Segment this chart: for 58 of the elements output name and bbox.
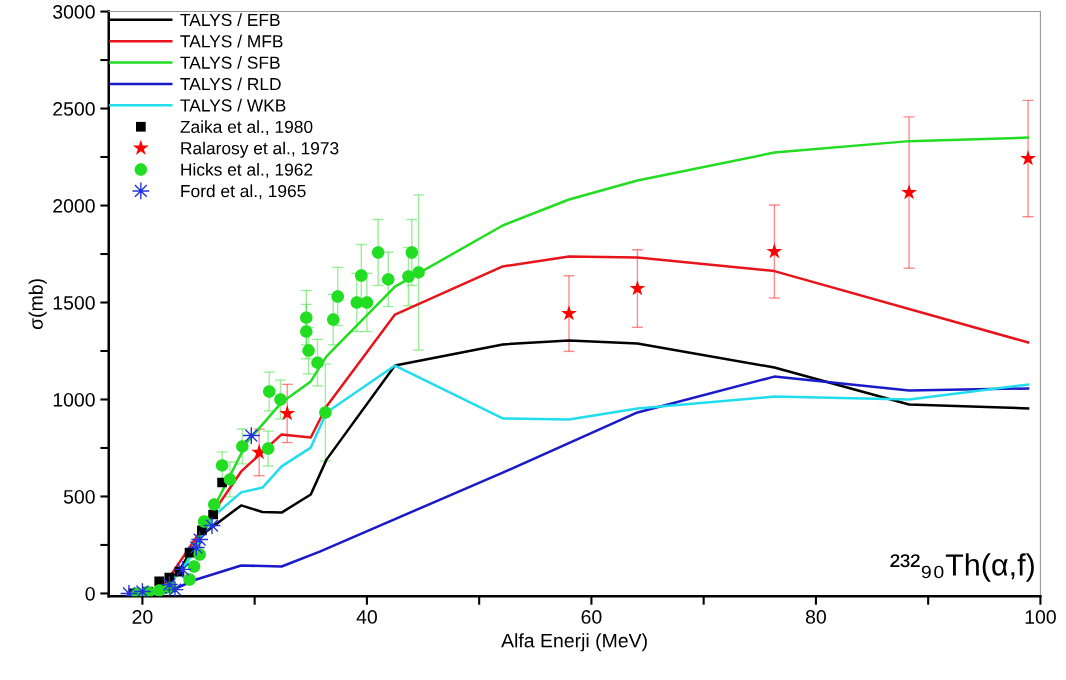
point — [355, 269, 368, 282]
x-tick-label: 20 — [132, 610, 153, 624]
legend-label: TALYS / SFB — [180, 56, 280, 69]
point — [300, 325, 313, 338]
point — [326, 313, 340, 326]
point — [279, 405, 296, 421]
y-tick-label: 500 — [63, 489, 95, 504]
point — [405, 246, 419, 259]
legend-label: TALYS / WKB — [180, 98, 286, 112]
x-tick-label: 100 — [1025, 610, 1056, 624]
legend-label: Zaika et al., 1980 — [180, 120, 313, 136]
point — [152, 584, 166, 597]
point — [274, 393, 287, 406]
annotation: ²³²₉₀Th(α,f) — [890, 553, 1034, 582]
point — [223, 473, 237, 486]
point — [901, 184, 918, 200]
point — [412, 266, 425, 279]
point — [1020, 150, 1036, 166]
point — [381, 273, 395, 286]
y-tick-label: 3000 — [53, 5, 95, 19]
point — [371, 246, 385, 259]
point — [202, 516, 222, 535]
point — [300, 311, 313, 324]
x-tick-label: 40 — [356, 610, 377, 624]
y-tick-label: 2500 — [53, 102, 95, 116]
y-tick-label: 1000 — [53, 392, 95, 407]
point — [187, 560, 201, 573]
point — [766, 243, 783, 259]
x-tick-label: 80 — [805, 610, 826, 624]
y-tick-label: 1500 — [53, 295, 95, 310]
legend-label: Hicks et al., 1962 — [181, 163, 313, 178]
legend-label: TALYS / EFB — [180, 13, 280, 27]
legend-label: TALYS / MFB — [180, 34, 283, 48]
point — [215, 459, 229, 472]
point — [311, 356, 324, 369]
x-tick-label: 60 — [581, 610, 602, 624]
point — [236, 440, 249, 453]
point — [331, 290, 344, 303]
point — [360, 296, 374, 309]
point — [165, 580, 184, 597]
legend-label: TALYS / RLD — [180, 77, 281, 91]
point — [402, 270, 415, 283]
point — [629, 280, 646, 296]
point — [133, 582, 152, 597]
point — [208, 498, 221, 511]
point — [319, 406, 332, 419]
point — [173, 560, 192, 579]
point — [561, 305, 577, 321]
y-tick-label: 0 — [85, 586, 95, 601]
x-axis-title: Alfa Enerji (MeV) — [501, 633, 647, 652]
y-tick-label: 2000 — [53, 198, 95, 213]
point — [261, 442, 275, 455]
y-axis-title: σ(mb) — [28, 279, 47, 330]
point — [183, 573, 196, 586]
point — [302, 344, 315, 357]
legend-label: Ford et al., 1965 — [181, 184, 306, 200]
legend-label: Ralarosy et al., 1973 — [181, 141, 339, 158]
point — [263, 385, 276, 398]
